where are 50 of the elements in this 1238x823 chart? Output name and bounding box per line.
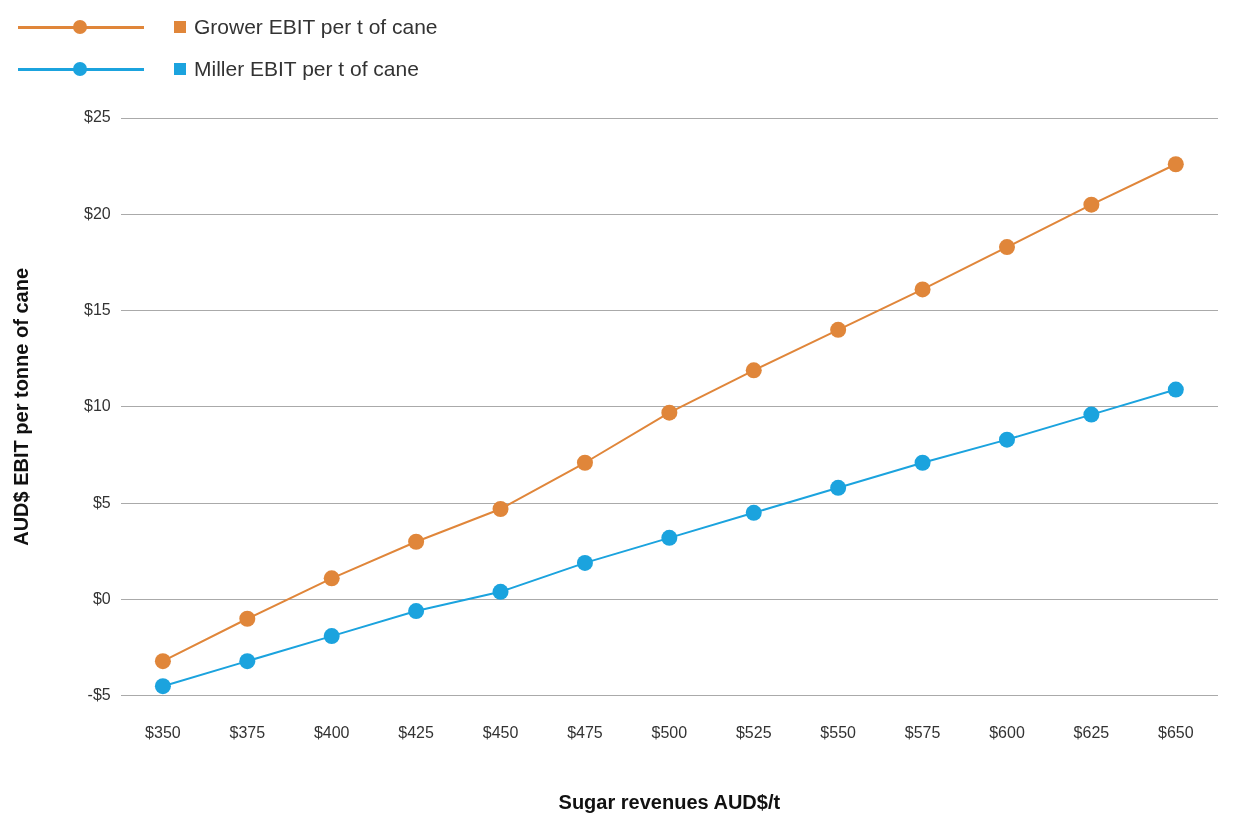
point	[576, 554, 593, 571]
point	[1083, 406, 1100, 423]
x-tick-label: $450	[482, 723, 519, 741]
x-tick-label: $400	[313, 723, 350, 741]
y-tick-label: $25	[83, 108, 111, 126]
y-tick-label: $10	[83, 397, 111, 415]
y-axis-title: AUD$ EBIT per tonne of cane	[9, 267, 32, 546]
point	[154, 653, 171, 670]
point	[745, 362, 762, 379]
point	[323, 628, 340, 645]
x-tick-label: $625	[1073, 723, 1110, 741]
point	[239, 610, 256, 627]
x-tick-label: $575	[904, 723, 941, 741]
x-tick-label: $425	[398, 723, 435, 741]
point	[492, 500, 509, 517]
y-tick-label: $15	[83, 301, 111, 319]
point	[323, 570, 340, 587]
point	[154, 678, 171, 695]
x-tick-label: $525	[735, 723, 772, 741]
point	[576, 454, 593, 471]
point	[239, 653, 256, 670]
point	[408, 603, 425, 620]
x-tick-label: $375	[229, 723, 266, 741]
point	[830, 479, 847, 496]
point	[745, 504, 762, 521]
y-tick-label: $20	[83, 204, 111, 222]
point	[661, 404, 678, 421]
point	[1167, 381, 1184, 398]
point	[1083, 196, 1100, 213]
x-tick-label: $550	[820, 723, 857, 741]
point	[998, 239, 1015, 256]
point	[914, 281, 931, 298]
legend-label: Grower EBIT per t of cane	[194, 15, 438, 39]
point	[408, 533, 425, 550]
x-tick-label: $475	[567, 723, 603, 741]
x-tick-label: $600	[989, 723, 1025, 741]
point	[914, 454, 931, 471]
y-tick-label: $5	[92, 493, 111, 511]
point	[661, 529, 678, 546]
x-tick-label: $350	[145, 723, 181, 741]
x-axis-title: Sugar revenues AUD$/t	[558, 790, 781, 813]
point	[830, 321, 847, 338]
point	[998, 431, 1015, 448]
point	[492, 583, 509, 600]
y-tick-label: $0	[92, 589, 111, 607]
legend-label: Miller EBIT per t of cane	[194, 57, 419, 81]
y-tick-label: -$5	[87, 686, 111, 704]
x-tick-label: $500	[651, 723, 688, 741]
point	[1167, 156, 1184, 173]
x-tick-label: $650	[1158, 723, 1194, 741]
